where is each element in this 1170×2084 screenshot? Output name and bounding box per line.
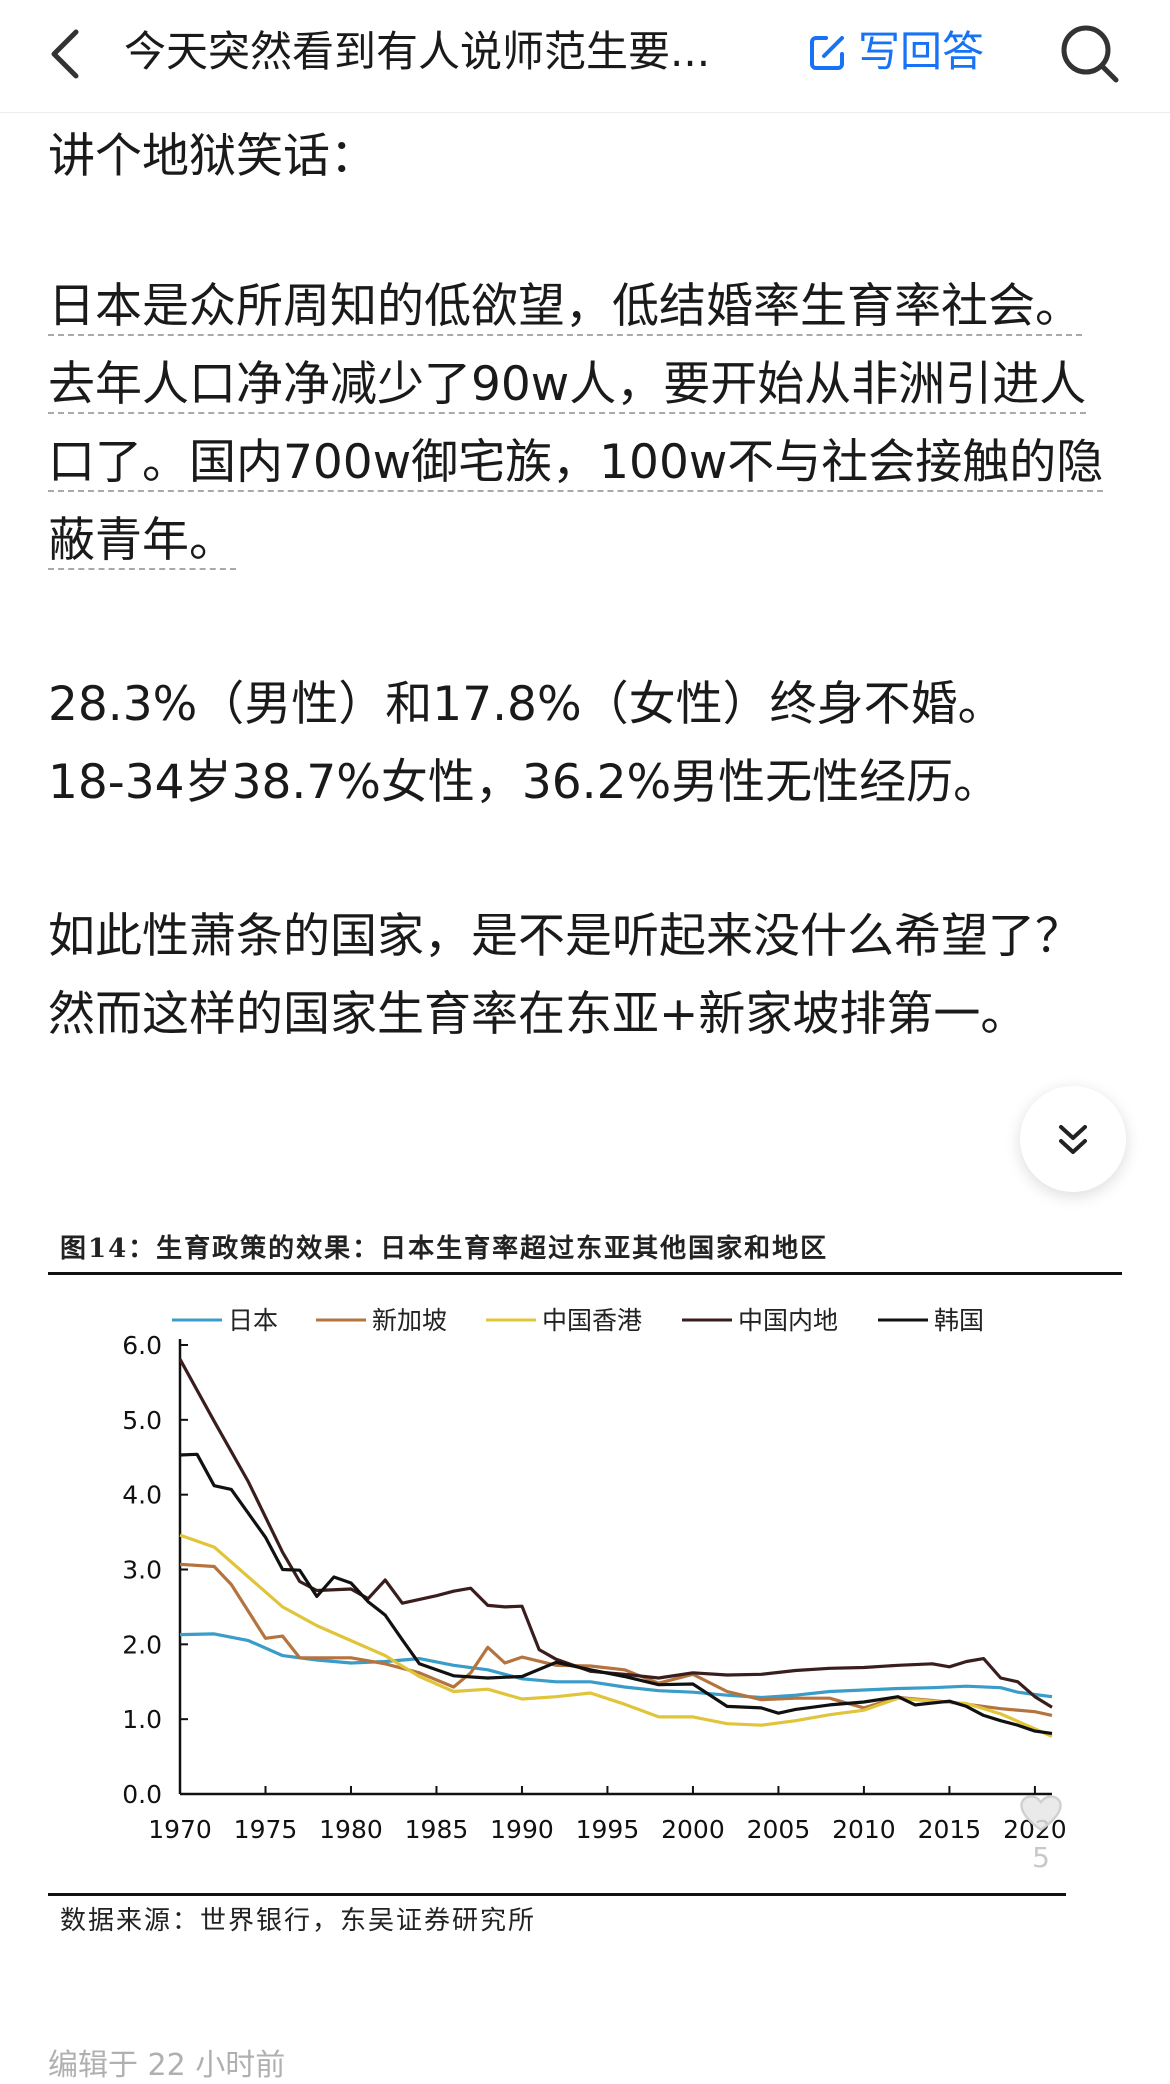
like-count: 5 [1032, 1841, 1050, 1874]
edit-icon [810, 36, 844, 70]
x-tick-label: 1990 [490, 1815, 554, 1844]
series-line [179, 1452, 1053, 1735]
edit-time: 编辑于 22 小时前 [48, 2048, 286, 2083]
y-tick-label: 3.0 [122, 1556, 162, 1585]
y-tick-label: 0.0 [122, 1780, 162, 1809]
write-answer-button[interactable]: 写回答 [806, 20, 996, 84]
paragraph-stats-2: 18-34岁38.7%女性，36.2%男性无性经历。 [48, 755, 1001, 810]
paragraph-japan-text[interactable]: 日本是众所周知的低欲望，低结婚率生育率社会。去年人口净净减少了90w人，要开始从… [48, 279, 1104, 568]
legend-label: 韩国 [934, 1306, 984, 1335]
paragraph-conclusion: 如此性萧条的国家，是不是听起来没什么希望了？然而这样的国家生育率在东亚+新家坡排… [48, 909, 1082, 1042]
paragraph-japan: 日本是众所周知的低欲望，低结婚率生育率社会。去年人口净净减少了90w人，要开始从… [48, 268, 1128, 580]
double-chevron-down-icon [1059, 1125, 1087, 1154]
y-tick-label: 4.0 [122, 1481, 162, 1510]
search-button[interactable] [1052, 16, 1128, 92]
legend-label: 日本 [228, 1306, 278, 1335]
y-tick-label: 2.0 [122, 1630, 162, 1659]
x-tick-label: 2010 [832, 1815, 896, 1844]
y-tick-label: 1.0 [122, 1705, 162, 1734]
chart-bottom-rule [48, 1893, 1066, 1896]
series-line [179, 1533, 1053, 1738]
collapse-button[interactable] [1020, 1086, 1126, 1192]
y-tick-label: 5.0 [122, 1406, 162, 1435]
legend-label: 中国内地 [738, 1306, 838, 1335]
chart-top-rule [48, 1272, 1122, 1275]
x-tick-label: 2015 [918, 1815, 982, 1844]
chevron-left-icon [51, 29, 79, 79]
back-button[interactable] [40, 18, 96, 90]
legend-label: 中国香港 [542, 1306, 642, 1335]
series-line [178, 1358, 1053, 1709]
fertility-line-chart: 0.0 1.0 2.0 3.0 4.0 5.0 6.0 1970 1975 1980 1985 199… [122, 1306, 1066, 1844]
x-tick-label: 1995 [576, 1815, 640, 1844]
search-icon [1061, 25, 1119, 83]
x-tick-label: 2005 [747, 1815, 811, 1844]
chart-image[interactable] [46, 1210, 1126, 1940]
paragraph-intro: 讲个地狱笑话： [48, 129, 377, 184]
heart-icon [1020, 1795, 1062, 1832]
question-title[interactable]: 今天突然看到有人说师范生要... [124, 27, 711, 76]
x-tick-label: 2000 [661, 1815, 725, 1844]
paragraph-stats-1: 28.3%（男性）和17.8%（女性）终身不婚。 [48, 677, 1005, 732]
x-tick-label: 1975 [234, 1815, 298, 1844]
chart-source: 数据来源：世界银行，东吴证券研究所 [60, 1906, 537, 1936]
x-tick-label: 1985 [405, 1815, 469, 1844]
y-tick-label: 6.0 [122, 1331, 162, 1360]
write-answer-label: 写回答 [858, 27, 985, 76]
chart-caption: 图14：生育政策的效果：日本生育率超过东亚其他国家和地区 [60, 1234, 829, 1264]
top-bar: 今天突然看到有人说师范生要... 写回答 [0, 0, 1170, 113]
series-line [179, 1632, 1053, 1700]
legend-label: 新加坡 [372, 1306, 447, 1335]
x-tick-label: 1980 [319, 1815, 383, 1844]
like-button[interactable]: 5 [1014, 1794, 1068, 1874]
x-tick-label: 1970 [148, 1815, 212, 1844]
